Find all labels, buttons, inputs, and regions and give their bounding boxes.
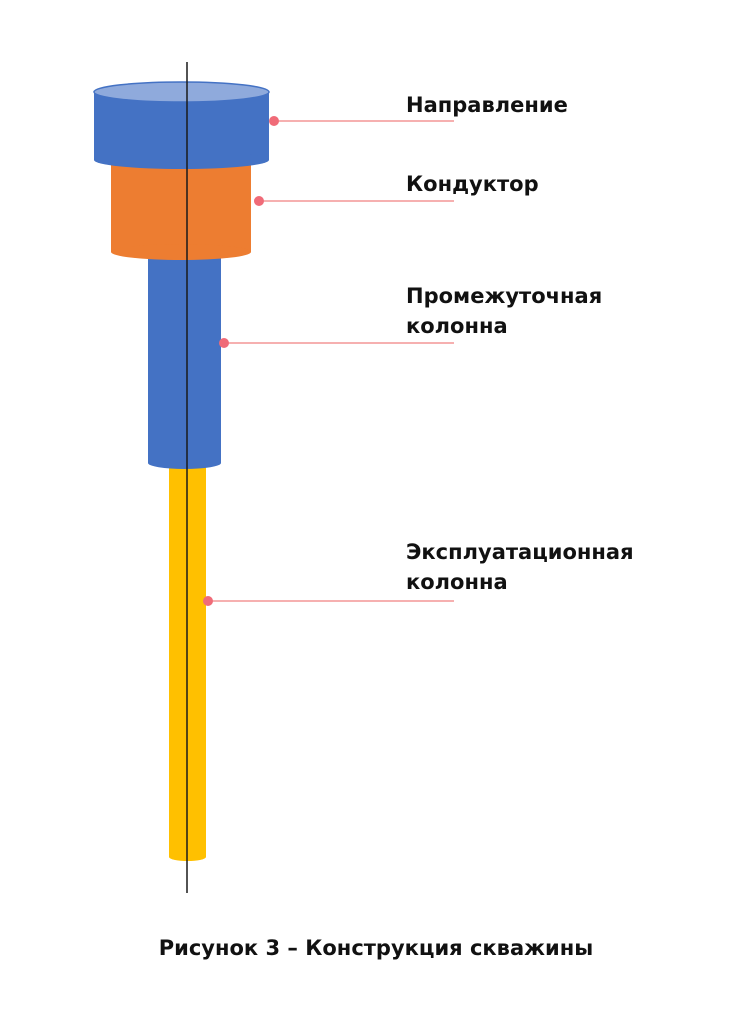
direction-casing — [93, 81, 270, 169]
direction-casing-top — [93, 81, 270, 103]
conductor-casing — [111, 160, 251, 260]
label-promezhutochnaya-line2: колонна — [406, 314, 508, 338]
leader-dot-ekspluatatsionnaya — [203, 596, 213, 606]
conductor-casing-bottom — [111, 244, 251, 260]
figure-caption: Рисунок 3 – Конструкция скважины — [158, 936, 594, 960]
label-konduktor: Кондуктор — [406, 172, 539, 196]
label-napravlenie: Направление — [406, 93, 568, 117]
label-ekspluatatsionnaya-line1: Эксплуатационная — [406, 540, 634, 564]
intermediate-casing-body — [148, 248, 221, 463]
intermediate-casing-bottom — [148, 457, 221, 469]
intermediate-casing — [148, 248, 221, 469]
leader-promezhutochnaya — [219, 338, 454, 348]
direction-casing-bottom — [94, 151, 269, 169]
leader-ekspluatatsionnaya — [203, 596, 454, 606]
leader-dot-promezhutochnaya — [219, 338, 229, 348]
leader-konduktor — [254, 196, 454, 206]
conductor-casing-body — [111, 160, 251, 252]
leader-dot-konduktor — [254, 196, 264, 206]
leader-napravlenie — [269, 116, 454, 126]
label-ekspluatatsionnaya-line2: колонна — [406, 570, 508, 594]
label-promezhutochnaya-line1: Промежуточная — [406, 284, 603, 308]
direction-casing-body — [94, 92, 269, 160]
leader-dot-napravlenie — [269, 116, 279, 126]
